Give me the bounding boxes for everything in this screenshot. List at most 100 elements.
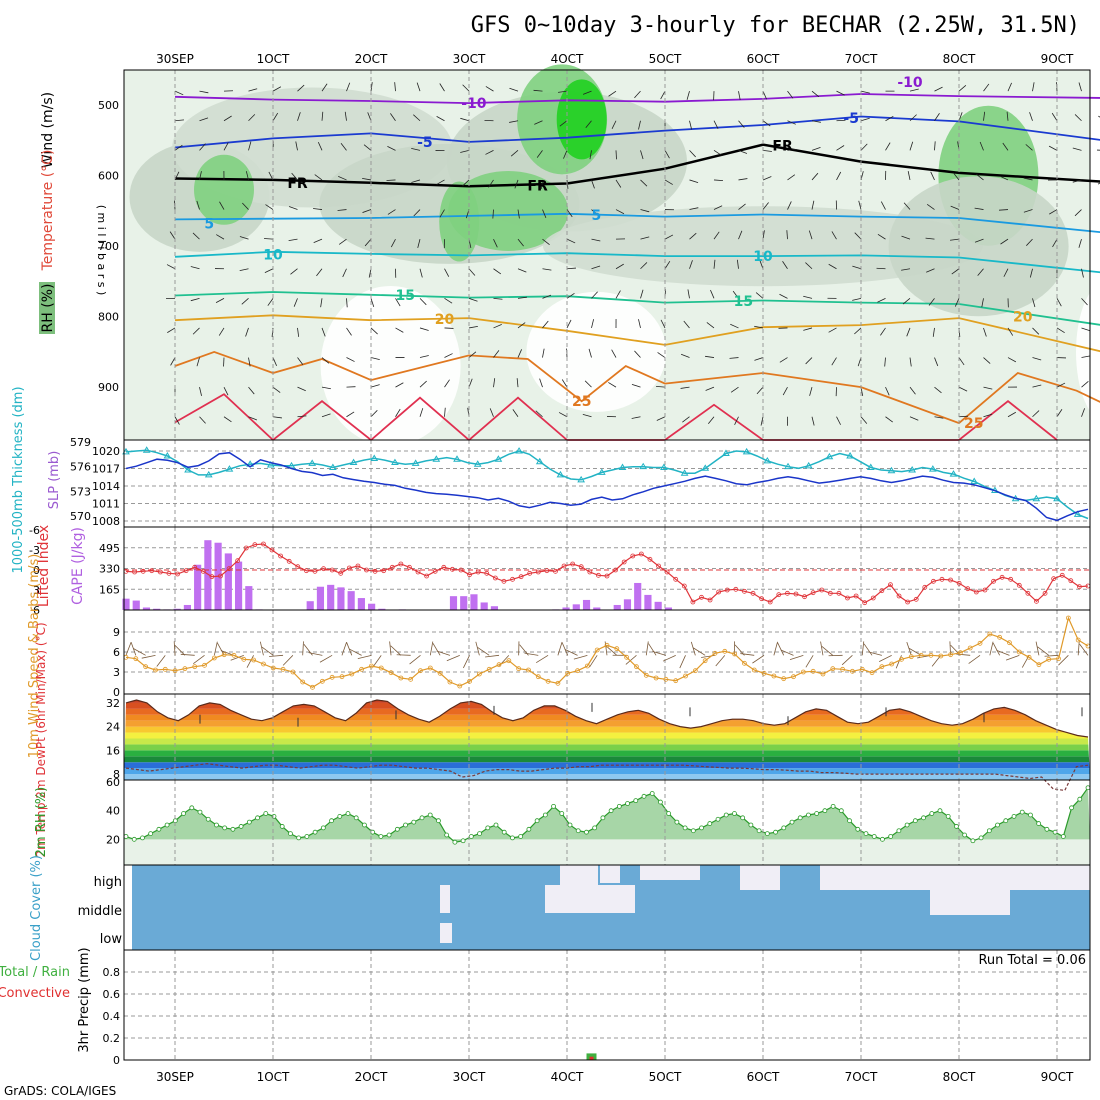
thickness-point xyxy=(825,452,834,460)
wind10m-point xyxy=(339,674,345,680)
wind-barb xyxy=(909,141,914,151)
rh2m-point xyxy=(929,811,935,816)
wind-barb xyxy=(762,120,771,127)
wind-barb xyxy=(1025,144,1033,151)
cape-bar xyxy=(654,601,662,610)
cape-bar xyxy=(449,596,458,610)
wind-barb xyxy=(909,416,919,421)
wind10m-point xyxy=(408,676,414,682)
wind-barb xyxy=(631,416,641,419)
lifted-index-point xyxy=(243,545,249,551)
wind-barb xyxy=(811,90,820,98)
rh2m-point xyxy=(806,812,811,818)
wind-barb xyxy=(386,179,396,181)
cloud-level-low: low xyxy=(100,932,123,947)
contour-label: 25 xyxy=(572,394,591,410)
wind-barb xyxy=(736,259,739,269)
cape-bar xyxy=(480,602,488,610)
lifted-index-point xyxy=(398,561,404,567)
thickness-point xyxy=(618,463,627,470)
thickness-point xyxy=(328,463,337,470)
cape-bar xyxy=(245,586,253,610)
lifted-index-point xyxy=(192,564,198,570)
wind-barb xyxy=(854,232,862,240)
cloud-clear-region xyxy=(440,885,450,913)
wind-barb-10m xyxy=(463,655,470,669)
wind-barb-10m xyxy=(213,641,218,656)
rh2m-point xyxy=(707,821,713,826)
wind-barb xyxy=(860,117,870,122)
wind10m-point xyxy=(653,675,659,681)
thickness-point xyxy=(515,447,523,454)
lifted-index-point xyxy=(441,564,447,570)
cloud-ylabel: Cloud Cover (%) xyxy=(29,855,44,961)
rh2m-line xyxy=(125,787,1089,843)
rh-region xyxy=(888,176,1069,317)
wind-barb xyxy=(514,179,519,189)
wind-barb xyxy=(566,293,575,299)
wind-barb xyxy=(190,266,200,270)
cloud-clear-region xyxy=(600,865,620,883)
wind-barb xyxy=(558,90,568,93)
wind-barb-10m xyxy=(477,647,490,656)
wind-barb xyxy=(462,84,470,92)
wind-barb-10m xyxy=(259,641,264,656)
wind-barb xyxy=(689,232,697,240)
date-label-bottom: 3OCT xyxy=(453,1070,486,1084)
wind-barb xyxy=(566,319,572,329)
date-label-bottom: 9OCT xyxy=(1041,1070,1074,1084)
wind-barb xyxy=(199,171,202,181)
contour-label: 20 xyxy=(435,312,455,328)
wind-barb xyxy=(566,209,573,218)
contour-label: FR xyxy=(287,176,308,192)
wind-barb xyxy=(419,355,429,358)
wind-barb xyxy=(755,292,764,299)
cape-bar xyxy=(490,606,499,610)
rh2m-point xyxy=(1019,809,1025,815)
lifted-index-point xyxy=(596,572,601,578)
wind10m-point xyxy=(712,650,718,656)
rh2m-point xyxy=(353,815,359,821)
wind-barb xyxy=(611,349,617,358)
wind-barb xyxy=(542,268,552,271)
wind10m-point xyxy=(231,652,237,658)
wind-barb xyxy=(242,202,249,210)
wind-barb xyxy=(713,120,719,129)
rh2m-point xyxy=(773,829,778,835)
lifted-index-point xyxy=(647,556,653,562)
rh2m-point xyxy=(197,809,203,815)
thickness-point xyxy=(349,458,358,466)
wind-barb xyxy=(713,231,720,240)
rh2m-point xyxy=(329,818,334,824)
wind-barb xyxy=(1032,298,1036,308)
rh2m-point xyxy=(921,815,926,821)
rh2m-point xyxy=(1036,821,1042,826)
wind-barb xyxy=(248,357,251,367)
wind-barb xyxy=(909,386,916,395)
rh2m-point xyxy=(715,816,721,822)
rh2m-point xyxy=(1069,805,1074,811)
wind-barb xyxy=(738,178,748,181)
wind-barb xyxy=(535,410,543,418)
wind-barb xyxy=(809,387,813,396)
wind-barb xyxy=(852,265,862,270)
wind10m-point xyxy=(692,668,698,674)
lifted-index-point xyxy=(561,563,567,569)
rh2m-point xyxy=(214,822,219,828)
wind-barb xyxy=(836,90,845,96)
wind-barb xyxy=(958,357,965,366)
wind-barb xyxy=(1048,145,1058,151)
wind10m-point xyxy=(221,652,227,658)
date-labels-bottom: 30SEP 1OCT 2OCT 3OCT 4OCT 5OCT 6OCT 7OCT 8OCT 9OC… xyxy=(156,1070,1074,1084)
lifted-index-point xyxy=(518,574,524,580)
wind-barb xyxy=(705,355,715,358)
precip-legend-total: Total / Rain xyxy=(0,965,70,980)
wind10m-point xyxy=(997,634,1003,640)
cape-bar xyxy=(664,607,672,610)
thickness-point xyxy=(722,449,730,457)
wind-barb xyxy=(734,416,739,426)
lifted-index-point xyxy=(1016,582,1022,588)
lifted-index-point xyxy=(784,590,790,596)
wind-barb xyxy=(493,297,503,300)
pressure-tick: 900 xyxy=(98,381,119,394)
